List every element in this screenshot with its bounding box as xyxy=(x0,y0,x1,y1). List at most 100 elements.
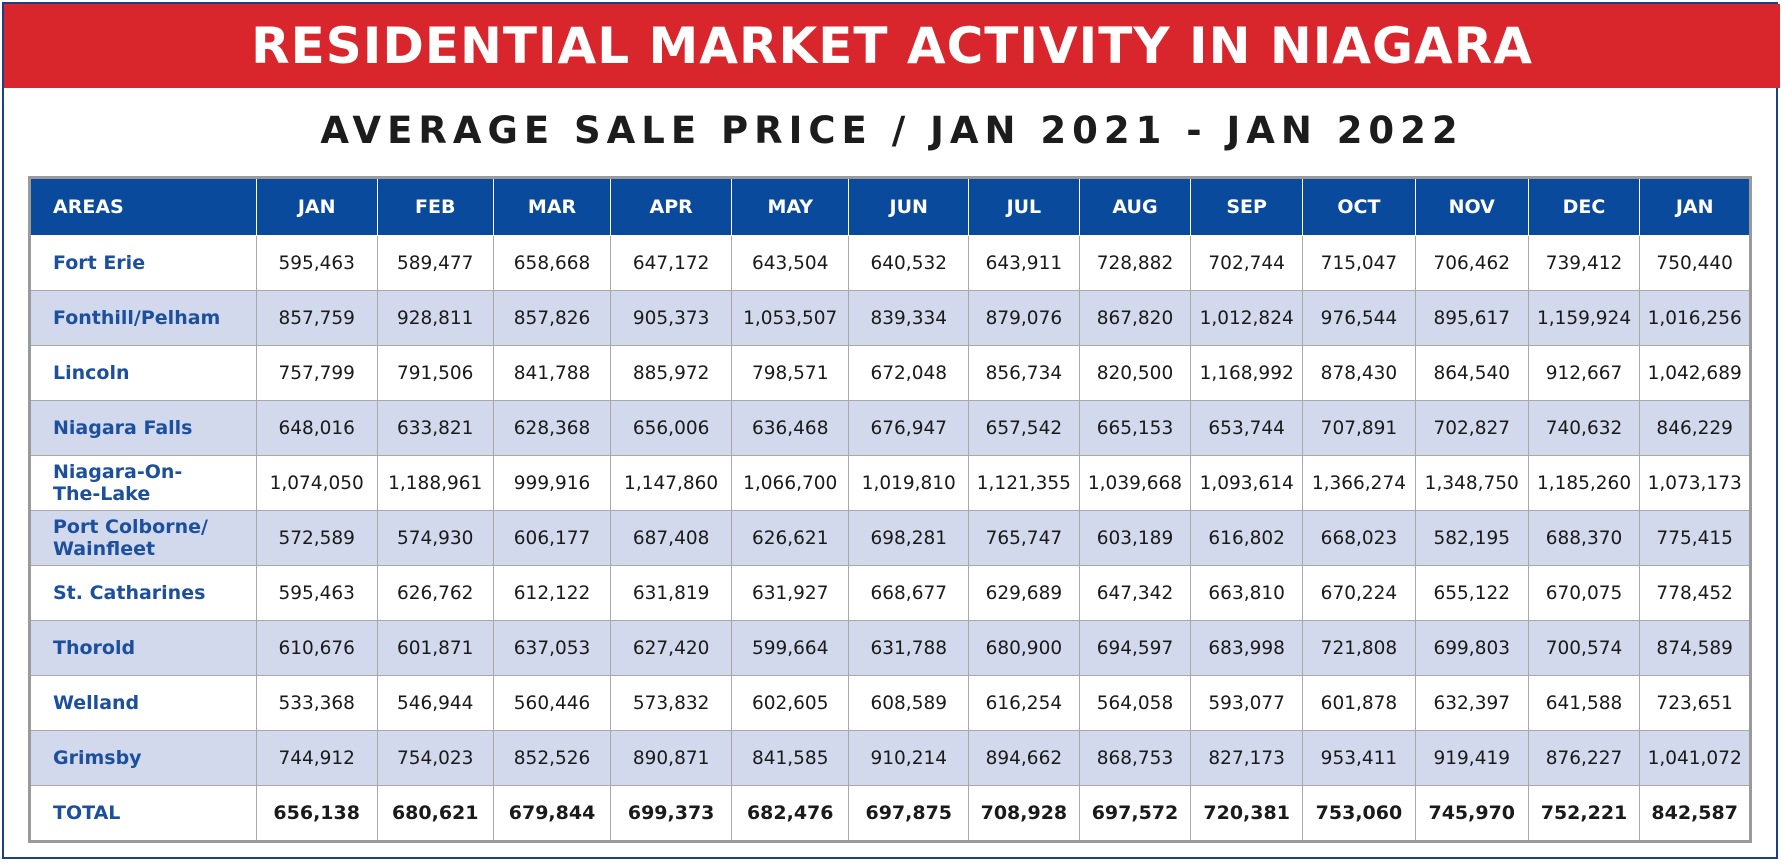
price-cell: 905,373 xyxy=(610,290,733,346)
price-cell: 715,047 xyxy=(1302,235,1416,291)
price-cell: 885,972 xyxy=(610,345,733,401)
price-cell: 595,463 xyxy=(255,565,378,621)
total-row: TOTAL 656,138 680,621 679,844 699,373 682,476… xyxy=(29,785,1751,842)
table-row: Grimsby 744,912 754,023 852,526 890,871 841,5… xyxy=(29,730,1751,786)
price-cell: 910,214 xyxy=(848,730,970,786)
price-cell: 676,947 xyxy=(848,400,970,456)
price-cell: 672,048 xyxy=(848,345,970,401)
price-cell: 720,381 xyxy=(1190,785,1304,842)
price-cell: 1,074,050 xyxy=(255,455,378,511)
price-cell: 589,477 xyxy=(376,235,494,291)
price-cell: 656,138 xyxy=(255,785,378,842)
price-cell: 633,821 xyxy=(376,400,494,456)
price-cell: 1,066,700 xyxy=(731,455,850,511)
price-cell: 658,668 xyxy=(492,235,612,291)
price-cell: 533,368 xyxy=(255,675,378,731)
price-cell: 754,023 xyxy=(376,730,494,786)
price-cell: 601,871 xyxy=(376,620,494,676)
price-cell: 648,016 xyxy=(255,400,378,456)
price-cell: 706,462 xyxy=(1414,235,1529,291)
price-cell: 699,803 xyxy=(1414,620,1529,676)
table-row: Port Colborne/Wainfleet 572,589 574,930 606… xyxy=(29,510,1751,566)
area-label: Fort Erie xyxy=(29,235,257,291)
price-cell: 1,121,355 xyxy=(968,455,1080,511)
price-cell: 765,747 xyxy=(968,510,1080,566)
price-cell: 637,053 xyxy=(492,620,612,676)
price-cell: 632,397 xyxy=(1414,675,1529,731)
price-cell: 1,041,072 xyxy=(1639,730,1751,786)
price-cell: 616,254 xyxy=(968,675,1080,731)
price-cell: 928,811 xyxy=(376,290,494,346)
price-cell: 1,168,992 xyxy=(1190,345,1304,401)
price-cell: 680,900 xyxy=(968,620,1080,676)
price-cell: 708,928 xyxy=(968,785,1080,842)
price-cell: 699,373 xyxy=(610,785,733,842)
price-cell: 1,147,860 xyxy=(610,455,733,511)
price-cell: 827,173 xyxy=(1190,730,1304,786)
table-row: Fonthill/Pelham 857,759 928,811 857,826 905,… xyxy=(29,290,1751,346)
price-cell: 1,073,173 xyxy=(1639,455,1751,511)
column-header-dec-11: DEC xyxy=(1527,177,1641,236)
price-cell: 1,093,614 xyxy=(1190,455,1304,511)
price-cell: 1,188,961 xyxy=(376,455,494,511)
price-cell: 612,122 xyxy=(492,565,612,621)
price-cell: 694,597 xyxy=(1078,620,1192,676)
column-header-aug-7: AUG xyxy=(1078,177,1192,236)
price-cell: 631,788 xyxy=(848,620,970,676)
price-cell: 602,605 xyxy=(731,675,850,731)
price-cell: 628,368 xyxy=(492,400,612,456)
area-label: Lincoln xyxy=(29,345,257,401)
price-cell: 846,229 xyxy=(1639,400,1751,456)
price-cell: 1,039,668 xyxy=(1078,455,1192,511)
price-cell: 1,053,507 xyxy=(731,290,850,346)
price-cell: 700,574 xyxy=(1527,620,1641,676)
price-cell: 864,540 xyxy=(1414,345,1529,401)
price-cell: 775,415 xyxy=(1639,510,1751,566)
price-cell: 1,366,274 xyxy=(1302,455,1416,511)
table-row: Niagara Falls 648,016 633,821 628,368 656,00… xyxy=(29,400,1751,456)
price-cell: 679,844 xyxy=(492,785,612,842)
price-cell: 670,075 xyxy=(1527,565,1641,621)
table-row: Thorold 610,676 601,871 637,053 627,420 599,6… xyxy=(29,620,1751,676)
price-cell: 636,468 xyxy=(731,400,850,456)
price-cell: 839,334 xyxy=(848,290,970,346)
price-cell: 601,878 xyxy=(1302,675,1416,731)
price-cell: 627,420 xyxy=(610,620,733,676)
price-cell: 976,544 xyxy=(1302,290,1416,346)
column-header-jul-6: JUL xyxy=(968,177,1080,236)
area-label: Grimsby xyxy=(29,730,257,786)
price-cell: 641,588 xyxy=(1527,675,1641,731)
price-cell: 593,077 xyxy=(1190,675,1304,731)
price-cell: 868,753 xyxy=(1078,730,1192,786)
column-header-oct-9: OCT xyxy=(1302,177,1416,236)
price-cell: 1,348,750 xyxy=(1414,455,1529,511)
area-label: Port Colborne/Wainfleet xyxy=(29,510,257,566)
price-cell: 745,970 xyxy=(1414,785,1529,842)
price-cell: 560,446 xyxy=(492,675,612,731)
price-cell: 841,788 xyxy=(492,345,612,401)
price-cell: 626,621 xyxy=(731,510,850,566)
price-cell: 791,506 xyxy=(376,345,494,401)
area-label: Welland xyxy=(29,675,257,731)
price-cell: 740,632 xyxy=(1527,400,1641,456)
column-header-sep-8: SEP xyxy=(1190,177,1304,236)
price-cell: 663,810 xyxy=(1190,565,1304,621)
price-cell: 546,944 xyxy=(376,675,494,731)
column-header-feb-1: FEB xyxy=(376,177,494,236)
area-label: Niagara-On- The-Lake xyxy=(29,455,257,511)
price-cell: 564,058 xyxy=(1078,675,1192,731)
price-cell: 857,759 xyxy=(255,290,378,346)
price-cell: 1,042,689 xyxy=(1639,345,1751,401)
price-cell: 953,411 xyxy=(1302,730,1416,786)
price-cell: 682,476 xyxy=(731,785,850,842)
table-row: Welland 533,368 546,944 560,446 573,832 602,6… xyxy=(29,675,1751,731)
area-label: Thorold xyxy=(29,620,257,676)
price-cell: 687,408 xyxy=(610,510,733,566)
price-cell: 798,571 xyxy=(731,345,850,401)
area-label: St. Catharines xyxy=(29,565,257,621)
price-cell: 723,651 xyxy=(1639,675,1751,731)
price-cell: 683,998 xyxy=(1190,620,1304,676)
area-label: TOTAL xyxy=(29,785,257,842)
price-cell: 702,744 xyxy=(1190,235,1304,291)
price-cell: 655,122 xyxy=(1414,565,1529,621)
